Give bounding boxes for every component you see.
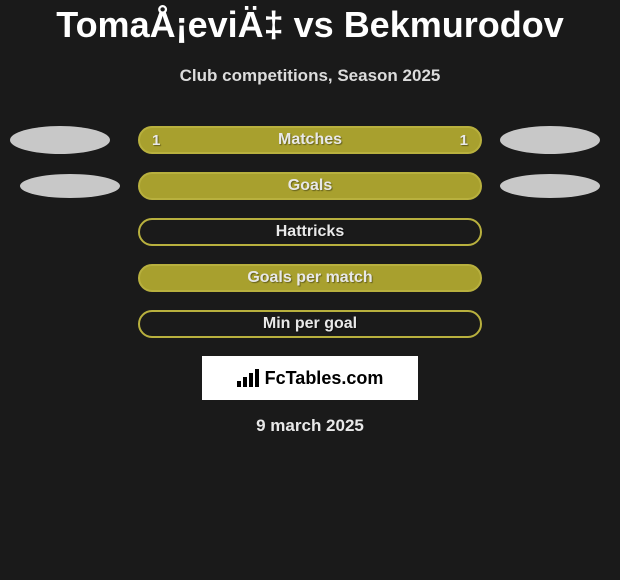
date-text: 9 march 2025	[256, 416, 364, 436]
side-ellipse-right	[500, 126, 600, 154]
stat-label: Min per goal	[263, 315, 357, 333]
stats-area: 1 Matches 1 Goals Hattricks Goals per match Mi…	[0, 126, 620, 338]
stat-row: Goals	[0, 172, 620, 200]
stat-value-right: 1	[460, 132, 468, 149]
brand-text: FcTables.com	[265, 368, 384, 389]
side-ellipse-right	[500, 174, 600, 198]
side-ellipse-left	[10, 126, 110, 154]
stat-bar: Goals	[138, 172, 482, 200]
stat-row: Min per goal	[0, 310, 620, 338]
stat-bar: Goals per match	[138, 264, 482, 292]
stat-label: Hattricks	[276, 223, 344, 241]
stat-label: Goals	[288, 177, 332, 195]
stat-label: Goals per match	[247, 269, 372, 287]
side-ellipse-left	[20, 174, 120, 198]
stat-row: Hattricks	[0, 218, 620, 246]
stat-row: Goals per match	[0, 264, 620, 292]
stat-value-left: 1	[152, 132, 160, 149]
stat-bar: 1 Matches 1	[138, 126, 482, 154]
brand-box[interactable]: FcTables.com	[202, 356, 418, 400]
main-container: TomaÅ¡eviÄ‡ vs Bekmurodov Club competiti…	[0, 0, 620, 436]
stat-row: 1 Matches 1	[0, 126, 620, 154]
page-subtitle: Club competitions, Season 2025	[180, 66, 441, 86]
page-title: TomaÅ¡eviÄ‡ vs Bekmurodov	[56, 4, 563, 46]
stat-label: Matches	[278, 131, 342, 149]
brand-bars-icon	[237, 369, 259, 387]
stat-bar: Hattricks	[138, 218, 482, 246]
stat-bar: Min per goal	[138, 310, 482, 338]
